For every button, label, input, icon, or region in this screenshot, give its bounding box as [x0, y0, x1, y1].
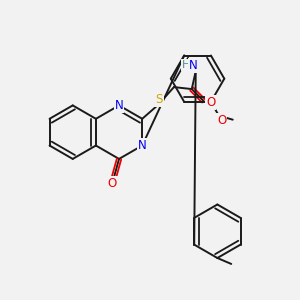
Text: N: N	[138, 139, 147, 152]
Text: S: S	[155, 94, 163, 106]
Text: H: H	[182, 60, 190, 70]
Text: N: N	[115, 99, 123, 112]
Text: N: N	[189, 59, 198, 72]
Text: O: O	[206, 96, 215, 110]
Text: O: O	[217, 114, 226, 127]
Text: O: O	[107, 177, 117, 190]
